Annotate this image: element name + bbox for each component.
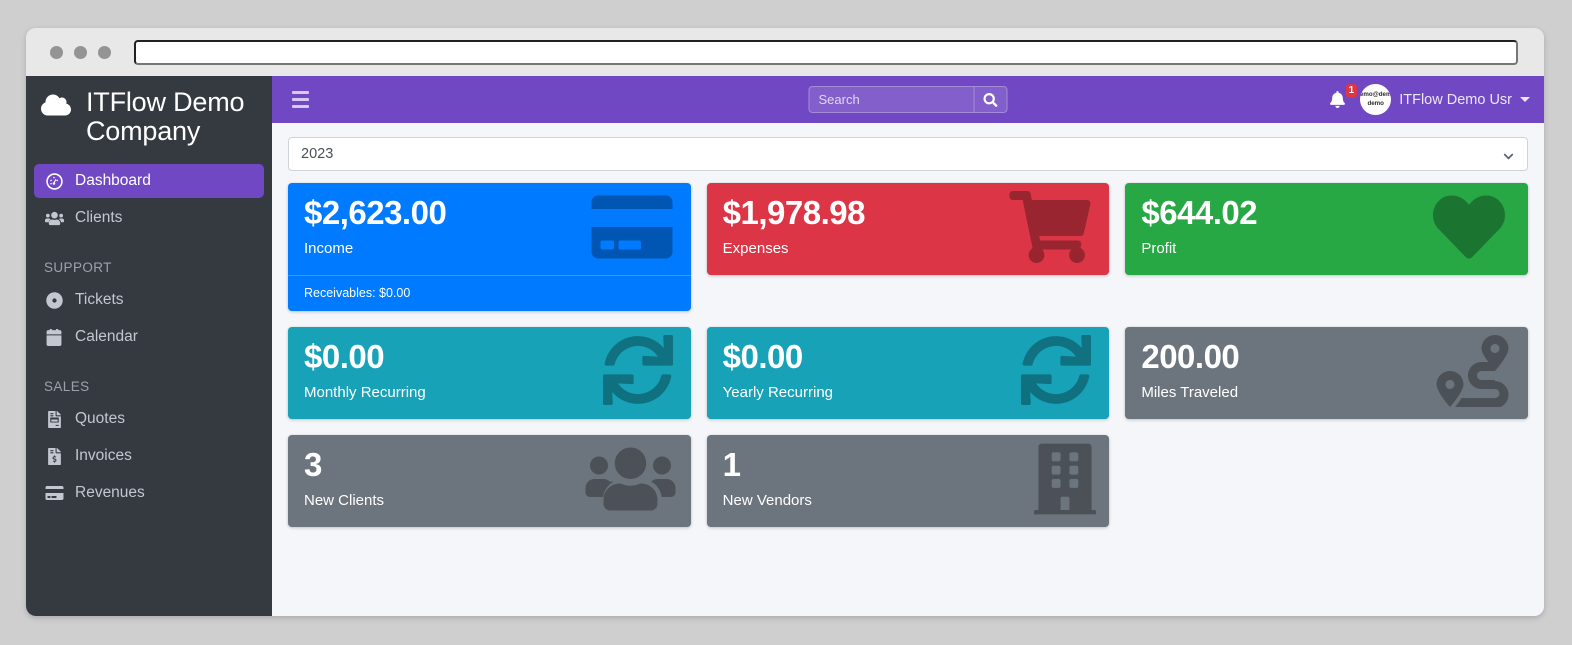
card-value: $1,978.98 xyxy=(722,194,866,231)
card-value: $0.00 xyxy=(304,337,385,375)
cards-row-3: 3 New Clients xyxy=(288,434,1528,527)
sidebar-item-label: Tickets xyxy=(75,291,124,309)
sync-icon xyxy=(1016,334,1096,410)
sidebar: ITFlow Demo Company Dashboard xyxy=(26,76,272,616)
user-name: ITFlow Demo Usr xyxy=(1399,91,1512,108)
calendar-icon xyxy=(44,328,64,346)
card-label: Income xyxy=(304,239,354,257)
sidebar-item-label: Calendar xyxy=(75,328,138,346)
navbar-right: 1 demo@demo demo ITFlow Demo Usr xyxy=(1327,84,1530,115)
sidebar-item-label: Revenues xyxy=(75,484,145,502)
card-value: 200.00 xyxy=(1141,337,1240,375)
card-miles-traveled[interactable]: 200.00 Miles Traveled xyxy=(1125,326,1529,419)
card-label: Expenses xyxy=(722,239,789,257)
address-bar[interactable] xyxy=(134,39,1518,65)
card-footer: Receivables: $0.00 xyxy=(288,274,691,311)
route-icon xyxy=(1430,334,1515,412)
sidebar-section-sales: SALES xyxy=(44,379,90,395)
credit-card-icon xyxy=(44,485,64,501)
card-new-vendors[interactable]: 1 New Vendors xyxy=(706,434,1110,527)
credit-card-icon xyxy=(586,191,678,268)
file-invoice-dollar-icon xyxy=(44,447,64,465)
card-value: 1 xyxy=(722,445,741,483)
top-navbar: 1 demo@demo demo ITFlow Demo Usr xyxy=(272,76,1544,123)
empty-slot xyxy=(1125,435,1528,527)
users-icon xyxy=(583,443,678,520)
avatar: demo@demo demo xyxy=(1360,84,1392,115)
sidebar-item-tickets[interactable]: Tickets xyxy=(34,283,264,317)
sidebar-item-label: Clients xyxy=(75,209,123,227)
chevron-down-icon xyxy=(1503,150,1514,166)
avatar-line1: demo@demo xyxy=(1360,91,1392,99)
dashboard-page: 2023 $2,623.00 Income xyxy=(272,123,1544,616)
tachometer-icon xyxy=(44,173,64,190)
card-label: New Vendors xyxy=(722,491,812,509)
card-expenses[interactable]: $1,978.98 Expenses xyxy=(706,183,1110,275)
minimize-window-dot[interactable] xyxy=(74,45,87,59)
close-window-dot[interactable] xyxy=(50,45,63,59)
sidebar-item-invoices[interactable]: Invoices xyxy=(34,439,264,473)
card-label: Yearly Recurring xyxy=(722,383,834,401)
card-value: $2,623.00 xyxy=(304,194,447,231)
file-invoice-icon xyxy=(44,410,64,428)
user-menu[interactable]: demo@demo demo ITFlow Demo Usr xyxy=(1360,84,1530,115)
hamburger-icon[interactable] xyxy=(286,87,315,112)
sidebar-item-clients[interactable]: Clients xyxy=(34,201,264,235)
card-value: 3 xyxy=(304,445,322,483)
year-filter-select[interactable]: 2023 xyxy=(288,137,1528,171)
app-body: ITFlow Demo Company Dashboard xyxy=(26,76,1544,616)
card-label: Miles Traveled xyxy=(1141,383,1239,401)
sidebar-item-calendar[interactable]: Calendar xyxy=(34,320,264,354)
card-label: Profit xyxy=(1141,239,1177,257)
sidebar-item-label: Quotes xyxy=(75,410,125,428)
building-icon xyxy=(1034,443,1097,520)
card-label: New Clients xyxy=(304,491,385,509)
sidebar-item-dashboard[interactable]: Dashboard xyxy=(34,164,264,199)
sidebar-item-quotes[interactable]: Quotes xyxy=(34,402,264,436)
search-icon xyxy=(983,92,998,107)
search-input[interactable] xyxy=(808,86,974,113)
sidebar-item-label: Invoices xyxy=(75,447,132,465)
card-value: $644.02 xyxy=(1141,194,1258,231)
card-label: Monthly Recurring xyxy=(304,383,426,401)
sidebar-item-label: Dashboard xyxy=(75,172,151,190)
search-button[interactable] xyxy=(973,86,1008,113)
shopping-cart-icon xyxy=(1004,191,1096,268)
bell-icon xyxy=(1330,91,1346,108)
content-column: 1 demo@demo demo ITFlow Demo Usr 2023 xyxy=(272,76,1544,616)
cloud-logo-icon xyxy=(38,93,74,123)
sidebar-item-revenues[interactable]: Revenues xyxy=(34,476,264,510)
caret-down-icon xyxy=(1520,97,1530,102)
card-yearly-recurring[interactable]: $0.00 Yearly Recurring xyxy=(706,326,1110,419)
card-new-clients[interactable]: 3 New Clients xyxy=(288,434,691,527)
maximize-window-dot[interactable] xyxy=(98,45,111,59)
year-filter-value: 2023 xyxy=(301,146,334,162)
brand-title: ITFlow Demo Company xyxy=(86,87,245,147)
window-controls xyxy=(42,45,111,59)
sidebar-section-support: SUPPORT xyxy=(44,260,112,276)
browser-chrome xyxy=(26,28,1544,76)
notification-badge: 1 xyxy=(1345,84,1358,98)
card-value: $0.00 xyxy=(722,337,804,375)
cards-row-1: $2,623.00 Income Receivables: $0.00 xyxy=(288,183,1529,311)
users-icon xyxy=(44,210,64,227)
card-monthly-recurring[interactable]: $0.00 Monthly Recurring xyxy=(288,326,691,419)
heart-icon xyxy=(1423,191,1515,268)
browser-window: ITFlow Demo Company Dashboard xyxy=(26,28,1544,616)
brand[interactable]: ITFlow Demo Company xyxy=(26,80,272,150)
sync-icon xyxy=(598,334,678,410)
avatar-line2: demo xyxy=(1367,99,1384,107)
search-form xyxy=(808,86,1008,113)
card-income[interactable]: $2,623.00 Income Receivables: $0.00 xyxy=(288,183,691,311)
notifications-button[interactable]: 1 xyxy=(1327,84,1358,110)
card-profit[interactable]: $644.02 Profit xyxy=(1125,183,1529,275)
sidebar-nav: Dashboard Clients SUPPORT xyxy=(26,164,272,510)
cards-row-2: $0.00 Monthly Recurring xyxy=(288,326,1529,419)
life-ring-icon xyxy=(44,292,64,309)
